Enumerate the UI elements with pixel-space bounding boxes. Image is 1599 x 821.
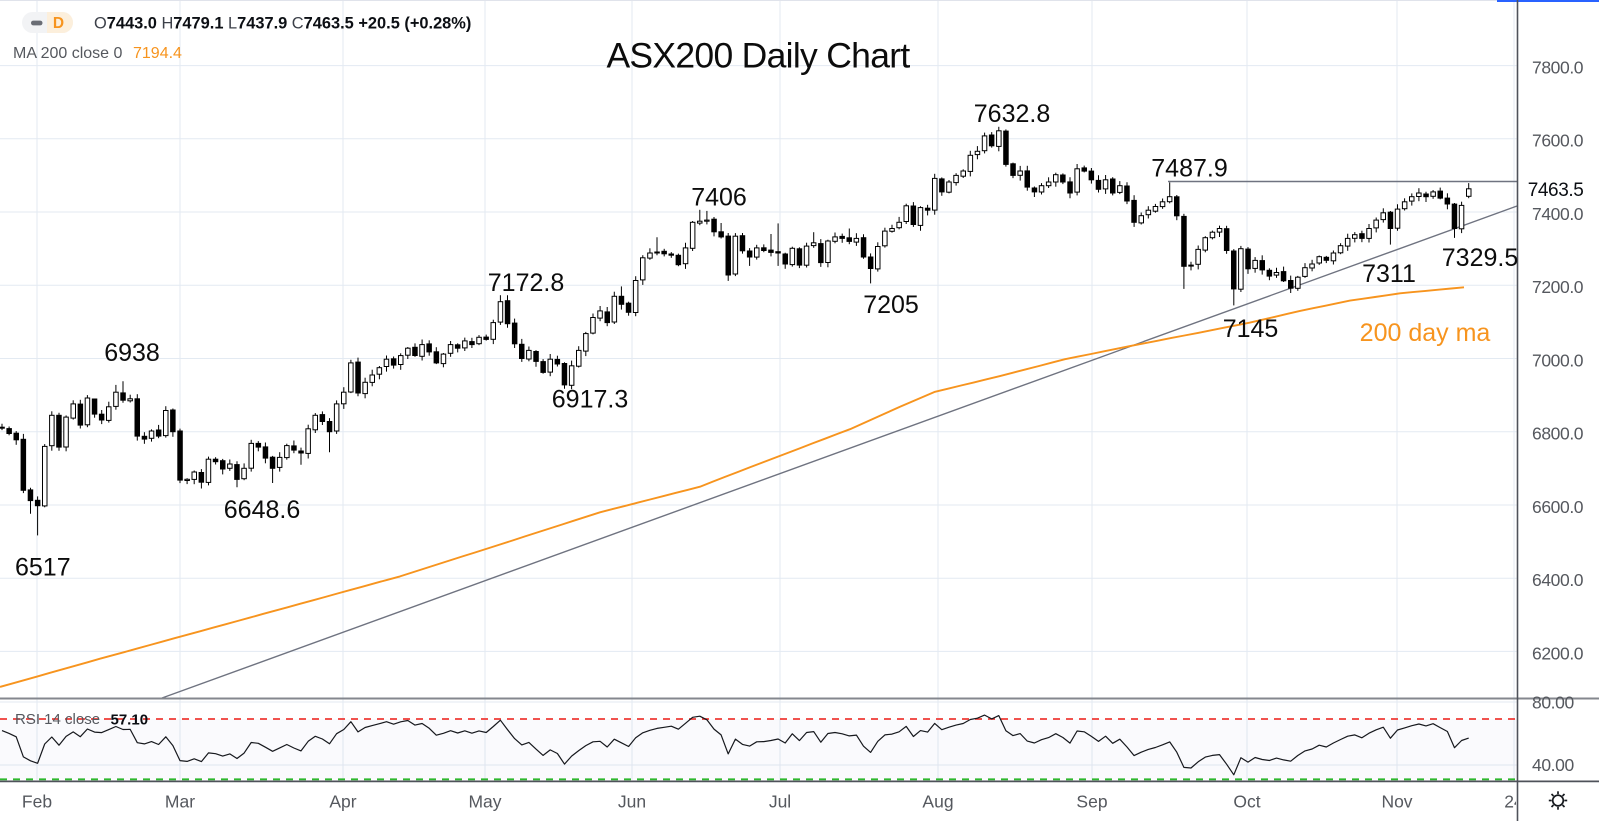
svg-text:7000.0: 7000.0 bbox=[1532, 350, 1584, 370]
svg-text:MA 200 close 0: MA 200 close 0 bbox=[13, 45, 123, 62]
svg-text:7406: 7406 bbox=[691, 183, 747, 211]
svg-text:6517: 6517 bbox=[15, 553, 71, 581]
svg-text:Oct: Oct bbox=[1233, 792, 1260, 812]
svg-text:80.00: 80.00 bbox=[1532, 692, 1574, 712]
svg-text:ASX200 Daily Chart: ASX200 Daily Chart bbox=[606, 36, 910, 76]
svg-text:Feb: Feb bbox=[22, 792, 52, 812]
svg-text:7172.8: 7172.8 bbox=[488, 269, 564, 297]
svg-text:6917.3: 6917.3 bbox=[552, 385, 628, 413]
svg-text:Mar: Mar bbox=[165, 792, 195, 812]
svg-text:Aug: Aug bbox=[922, 792, 953, 812]
svg-text:Jun: Jun bbox=[618, 792, 646, 812]
svg-text:7329.5: 7329.5 bbox=[1442, 244, 1518, 272]
svg-text:6800.0: 6800.0 bbox=[1532, 424, 1584, 444]
svg-text:6938: 6938 bbox=[104, 339, 160, 367]
svg-text:7205: 7205 bbox=[863, 291, 919, 319]
svg-text:May: May bbox=[468, 792, 501, 812]
svg-text:7200.0: 7200.0 bbox=[1532, 277, 1584, 297]
svg-text:O7443.0 H7479.1 L7437.9 C7463.: O7443.0 H7479.1 L7437.9 C7463.5 +20.5 (+… bbox=[94, 15, 471, 33]
svg-text:7194.4: 7194.4 bbox=[133, 45, 182, 62]
svg-text:7800.0: 7800.0 bbox=[1532, 58, 1584, 78]
svg-text:7600.0: 7600.0 bbox=[1532, 131, 1584, 151]
svg-text:Nov: Nov bbox=[1381, 792, 1412, 812]
svg-text:7145: 7145 bbox=[1223, 315, 1279, 343]
svg-text:24: 24 bbox=[1504, 792, 1524, 812]
svg-text:6200.0: 6200.0 bbox=[1532, 643, 1584, 663]
svg-text:RSI 14 close: RSI 14 close bbox=[15, 711, 100, 728]
svg-text:7487.9: 7487.9 bbox=[1151, 154, 1227, 182]
svg-text:7400.0: 7400.0 bbox=[1532, 204, 1584, 224]
svg-text:7311: 7311 bbox=[1362, 260, 1416, 288]
svg-text:40.00: 40.00 bbox=[1532, 755, 1574, 775]
svg-text:200 day ma: 200 day ma bbox=[1360, 319, 1491, 347]
svg-text:D: D bbox=[53, 15, 64, 32]
svg-text:6600.0: 6600.0 bbox=[1532, 497, 1584, 517]
svg-text:7632.8: 7632.8 bbox=[974, 100, 1050, 128]
svg-text:Apr: Apr bbox=[329, 792, 356, 812]
svg-text:6648.6: 6648.6 bbox=[224, 496, 300, 524]
svg-text:Jul: Jul bbox=[769, 792, 791, 812]
svg-text:57.10: 57.10 bbox=[111, 711, 149, 728]
svg-text:7463.5: 7463.5 bbox=[1528, 180, 1584, 201]
svg-text:Sep: Sep bbox=[1076, 792, 1107, 812]
svg-text:6400.0: 6400.0 bbox=[1532, 570, 1584, 590]
